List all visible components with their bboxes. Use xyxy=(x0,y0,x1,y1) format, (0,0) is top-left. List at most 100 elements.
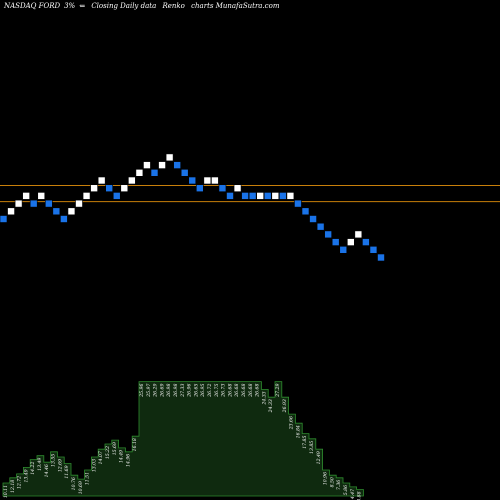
renko-brick-25 xyxy=(188,176,197,185)
volume-label-4: 14.22 xyxy=(30,462,36,475)
renko-brick-24 xyxy=(180,169,189,177)
renko-brick-49 xyxy=(369,246,378,254)
volume-label-42: 23.66 xyxy=(289,416,295,430)
renko-brick-3 xyxy=(22,192,30,200)
volume-label-12: 11.51 xyxy=(85,472,91,485)
renko-brick-17 xyxy=(128,176,136,185)
volume-label-25: 26.98 xyxy=(173,384,179,398)
renko-brick-45 xyxy=(339,246,348,254)
renko-brick-11 xyxy=(82,192,91,200)
volume-label-36: 26.68 xyxy=(248,384,254,398)
renko-brick-44 xyxy=(331,238,340,246)
volume-label-1: 12.18 xyxy=(10,480,16,493)
volume-label-11: 10.69 xyxy=(78,481,84,494)
volume-label-26: 27.33 xyxy=(180,384,186,398)
volume-label-48: 8.50 xyxy=(329,477,335,487)
volume-label-34: 26.68 xyxy=(234,384,240,398)
renko-brick-6 xyxy=(44,199,53,208)
renko-brick-21 xyxy=(158,161,166,169)
volume-label-16: 15.69 xyxy=(112,442,118,455)
volume-label-21: 25.97 xyxy=(146,384,152,398)
chart-kind: Renko xyxy=(162,2,185,10)
renko-brick-46 xyxy=(346,238,355,246)
renko-bricks xyxy=(0,153,385,262)
renko-brick-37 xyxy=(279,192,287,200)
volume-label-44: 17.85 xyxy=(302,436,308,449)
reference-lines xyxy=(0,184,500,203)
volume-label-35: 26.68 xyxy=(241,384,247,398)
volume-label-52: 3.88 xyxy=(357,491,363,500)
volume-label-32: 26.73 xyxy=(221,384,227,398)
volume-label-39: 24.33 xyxy=(268,399,274,413)
renko-brick-20 xyxy=(150,169,159,177)
renko-brick-10 xyxy=(75,199,83,208)
arrow-icon: ⇐ xyxy=(79,2,86,10)
volume-area-path xyxy=(2,381,364,497)
chart-header: NASDAQ FORD 3% ⇐ Closing Daily data Renko … xyxy=(4,2,283,10)
renko-brick-9 xyxy=(67,207,76,216)
volume-label-6: 14.46 xyxy=(44,464,50,477)
volume-label-19: 16.18 xyxy=(132,438,138,451)
renko-brick-19 xyxy=(143,161,151,169)
data-description: Closing Daily data xyxy=(91,2,157,10)
renko-brick-0 xyxy=(0,215,8,223)
renko-brick-1 xyxy=(7,207,15,216)
volume-label-22: 26.29 xyxy=(153,384,159,398)
volume-label-31: 26.75 xyxy=(214,384,220,398)
renko-brick-48 xyxy=(362,238,370,246)
volume-label-51: 4.47 xyxy=(350,489,356,500)
renko-brick-43 xyxy=(324,230,332,239)
renko-brick-38 xyxy=(286,192,295,200)
volume-label-41: 26.93 xyxy=(282,399,288,413)
volume-label-46: 12.49 xyxy=(316,451,322,464)
volume-label-18: 14.96 xyxy=(125,454,131,467)
renko-brick-29 xyxy=(218,184,227,192)
volume-label-7: 13.55 xyxy=(51,454,57,467)
renko-brick-28 xyxy=(211,176,219,185)
volume-label-13: 13.03 xyxy=(91,459,97,472)
renko-brick-30 xyxy=(226,192,234,200)
renko-brick-31 xyxy=(233,184,242,192)
volume-label-49: 7.36 xyxy=(336,480,342,490)
volume-label-24: 26.98 xyxy=(166,384,172,398)
volume-label-33: 26.68 xyxy=(227,384,233,398)
volume-label-2: 12.72 xyxy=(17,476,23,489)
volume-label-17: 14.49 xyxy=(119,450,125,463)
volume-label-47: 10.96 xyxy=(323,472,329,485)
volume-label-5: 13.49 xyxy=(37,458,43,471)
change-percent: 3% xyxy=(64,2,76,10)
renko-brick-50 xyxy=(377,253,385,262)
ticker-symbol: NASDAQ FORD xyxy=(4,2,61,10)
renko-brick-8 xyxy=(60,215,68,223)
renko-brick-33 xyxy=(248,192,257,200)
renko-brick-14 xyxy=(105,184,113,192)
volume-label-3: 13.49 xyxy=(23,469,29,482)
volume-label-14: 14.07 xyxy=(98,451,104,464)
renko-brick-26 xyxy=(196,184,204,192)
volume-label-50: 5.86 xyxy=(343,485,349,495)
renko-brick-18 xyxy=(135,169,144,177)
renko-brick-22 xyxy=(165,153,174,162)
renko-brick-41 xyxy=(309,215,317,223)
renko-brick-40 xyxy=(301,207,310,216)
renko-brick-36 xyxy=(271,192,280,200)
renko-brick-2 xyxy=(14,199,23,208)
renko-brick-12 xyxy=(90,184,98,192)
renko-brick-7 xyxy=(52,207,61,216)
volume-label-20: 25.96 xyxy=(139,384,145,398)
volume-label-0: 10.11 xyxy=(3,485,9,498)
renko-brick-27 xyxy=(203,176,212,185)
volume-label-29: 26.95 xyxy=(200,384,206,398)
watermark: charts MunafaSutra.com xyxy=(191,2,280,10)
renko-brick-47 xyxy=(354,230,363,239)
volume-label-23: 26.69 xyxy=(159,384,165,398)
volume-label-30: 26.72 xyxy=(207,384,213,398)
volume-label-37: 26.68 xyxy=(255,384,261,398)
volume-label-8: 12.69 xyxy=(57,459,63,472)
volume-label-9: 11.69 xyxy=(64,465,70,478)
renko-brick-34 xyxy=(256,192,265,200)
volume-label-38: 24.33 xyxy=(261,391,267,405)
volume-label-28: 26.65 xyxy=(193,384,199,398)
